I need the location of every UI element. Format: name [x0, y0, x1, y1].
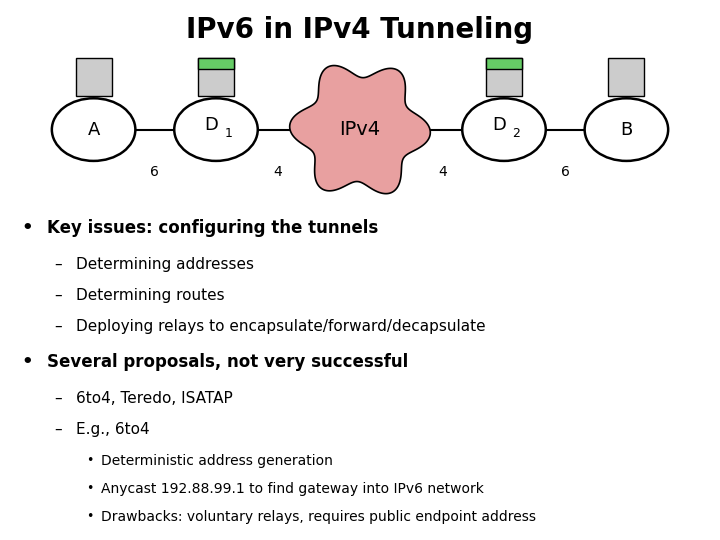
Text: D: D: [204, 116, 218, 134]
Circle shape: [52, 98, 135, 161]
Text: E.g., 6to4: E.g., 6to4: [76, 422, 149, 437]
Text: –: –: [54, 319, 62, 334]
Text: D: D: [492, 116, 506, 134]
Text: A: A: [87, 120, 100, 139]
Text: 1: 1: [225, 127, 232, 140]
Bar: [198, 58, 234, 96]
Text: –: –: [54, 288, 62, 303]
Circle shape: [462, 98, 546, 161]
Text: IPv4: IPv4: [339, 120, 381, 139]
Text: Deterministic address generation: Deterministic address generation: [101, 454, 333, 468]
Text: 4: 4: [273, 165, 282, 179]
Text: IPv6 in IPv4 Tunneling: IPv6 in IPv4 Tunneling: [186, 16, 534, 44]
Bar: [76, 58, 112, 96]
Text: •: •: [86, 510, 94, 523]
Bar: [608, 58, 644, 96]
Text: Determining addresses: Determining addresses: [76, 256, 253, 272]
Text: Drawbacks: voluntary relays, requires public endpoint address: Drawbacks: voluntary relays, requires pu…: [101, 510, 536, 524]
Text: –: –: [54, 391, 62, 406]
Bar: [486, 58, 522, 96]
Text: 6to4, Teredo, ISATAP: 6to4, Teredo, ISATAP: [76, 391, 233, 406]
Text: Deploying relays to encapsulate/forward/decapsulate: Deploying relays to encapsulate/forward/…: [76, 319, 485, 334]
Text: •: •: [22, 219, 33, 237]
Text: •: •: [22, 353, 33, 371]
Text: –: –: [54, 256, 62, 272]
Text: Key issues: configuring the tunnels: Key issues: configuring the tunnels: [47, 219, 378, 237]
Text: 6: 6: [150, 165, 159, 179]
Circle shape: [174, 98, 258, 161]
Polygon shape: [289, 65, 431, 194]
Text: •: •: [86, 454, 94, 467]
Text: Determining routes: Determining routes: [76, 288, 224, 303]
Text: 6: 6: [561, 165, 570, 179]
Text: •: •: [86, 482, 94, 495]
Bar: [486, 58, 522, 69]
Text: Anycast 192.88.99.1 to find gateway into IPv6 network: Anycast 192.88.99.1 to find gateway into…: [101, 482, 484, 496]
Text: B: B: [620, 120, 633, 139]
Text: –: –: [54, 422, 62, 437]
Text: 2: 2: [513, 127, 520, 140]
Text: 4: 4: [438, 165, 447, 179]
Bar: [198, 58, 234, 69]
Circle shape: [585, 98, 668, 161]
Text: Several proposals, not very successful: Several proposals, not very successful: [47, 353, 408, 371]
